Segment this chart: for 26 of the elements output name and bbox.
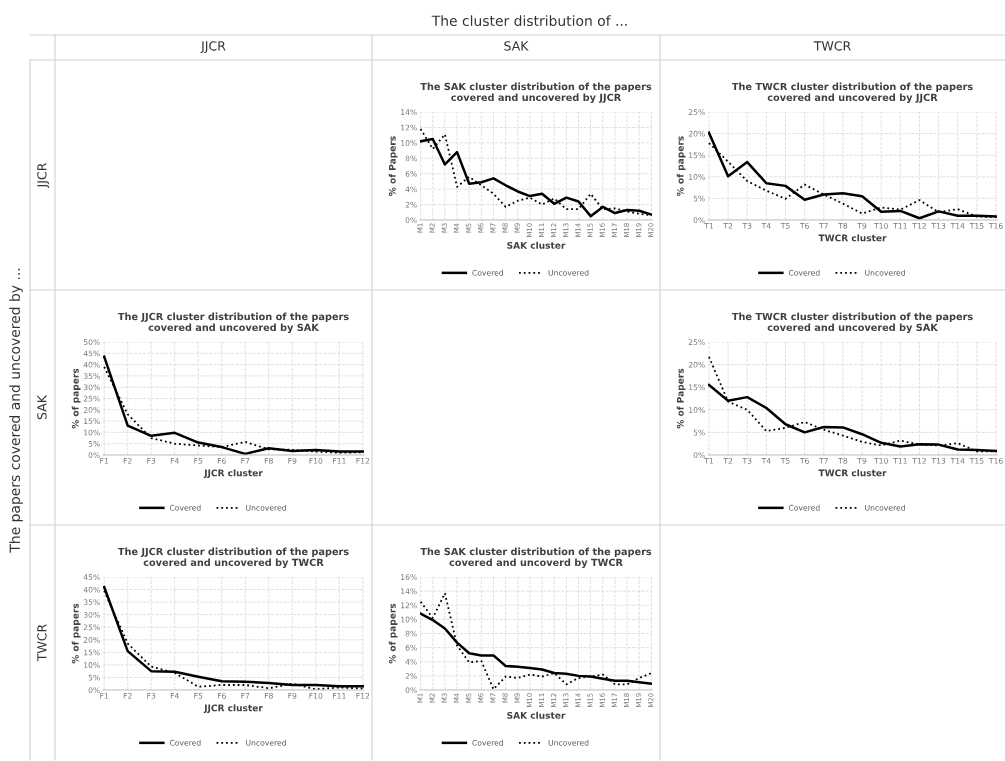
chart-title: The SAK cluster distribution of the papers covered and uncoverd by TWCR [420,547,652,568]
y-axis-title: % of papers [71,368,81,429]
x-axis-title: TWCR cluster [818,469,887,477]
text: SAK [37,394,47,420]
y-axis-title: % of papers [676,136,686,196]
text: The papers covered and uncovered by ... [9,268,23,553]
text: TWCR [813,41,851,51]
y-axis-title: % of papers [388,603,398,664]
x-axis-title: SAK cluster [507,241,566,249]
y-axis-title: % of Papers [388,136,398,196]
chart-title: The TWCR cluster distribution of the papers covered and uncovered by JJCR [731,82,973,103]
text: TWCR [37,624,47,662]
chart-title: The JJCR cluster distribution of the papers covered and uncovered by SAK [117,312,349,333]
text: JJCR [37,162,49,189]
text: The cluster distribution of ... [431,15,627,27]
x-axis-title: TWCR cluster [818,234,887,242]
x-axis-title: JJCR cluster [203,704,263,713]
chart-title: The JJCR cluster distribution of the papers covered and uncovered by TWCR [117,547,349,568]
x-axis-title: SAK cluster [507,711,566,719]
y-axis-title: % of Papers [676,368,686,429]
chart-title: The SAK cluster distribution of the papers covered and uncovered by JJCR [420,82,652,103]
x-axis-title: JJCR cluster [203,469,263,478]
chart-title: The TWCR cluster distribution of the papers covered and uncovered by SAK [731,312,973,333]
y-axis-title: % of papers [71,603,81,664]
text: JJCR [200,41,226,53]
text: SAK [504,41,529,51]
